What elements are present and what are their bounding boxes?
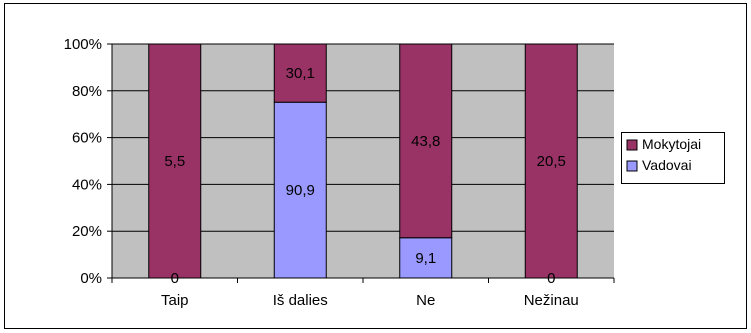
x-tick-label: Nežinau: [524, 292, 579, 309]
x-tick-label: Ne: [416, 292, 435, 309]
data-label-mokytojai: 43,8: [411, 133, 440, 150]
data-label-mokytojai: 30,1: [286, 65, 315, 82]
legend: Mokytojai Vadovai: [621, 132, 725, 184]
data-labels: 0 5,5 90,9 30,1 9,1 43,8 0 20,5: [164, 65, 566, 287]
y-tick-label: 0%: [80, 270, 102, 287]
data-label-mokytojai: 5,5: [164, 153, 185, 170]
legend-swatch-mokytojai: [626, 139, 638, 151]
bar-segment-mokytojai: [273, 43, 327, 103]
data-label-mokytojai: 20,5: [537, 153, 566, 170]
data-label-vadovai: 9,1: [415, 250, 436, 267]
data-label-vadovai: 0: [171, 270, 179, 287]
legend-label-mokytojai: Mokytojai: [642, 136, 701, 152]
y-tick-label: 100%: [64, 36, 102, 53]
data-label-vadovai: 0: [547, 270, 555, 287]
bar-segment-vadovai: [273, 101, 327, 279]
bar-segment-mokytojai: [524, 43, 578, 279]
legend-label-vadovai: Vadovai: [642, 157, 692, 173]
bar-segment-mokytojai: [148, 43, 202, 279]
legend-box: [621, 132, 725, 184]
y-tick-label: 40%: [72, 176, 102, 193]
bar-segment-mokytojai: [399, 43, 453, 239]
bars: [148, 43, 578, 279]
x-tick-label: Taip: [161, 292, 189, 309]
data-label-vadovai: 90,9: [286, 182, 315, 199]
y-tick-label: 80%: [72, 83, 102, 100]
y-tick-label: 20%: [72, 223, 102, 240]
bar-segment-vadovai: [399, 237, 453, 279]
legend-swatch-vadovai: [626, 160, 638, 172]
x-tick-label: Iš dalies: [273, 292, 328, 309]
y-tick-label: 60%: [72, 130, 102, 147]
